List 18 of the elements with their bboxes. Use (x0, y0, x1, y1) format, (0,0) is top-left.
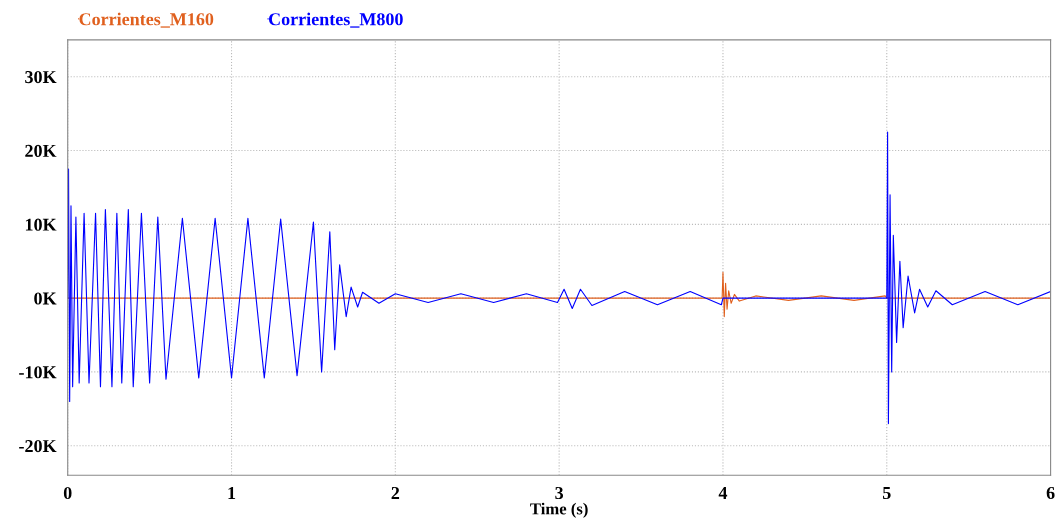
y-tick-label: 30K (25, 70, 57, 84)
x-tick-label: 6 (1046, 486, 1055, 500)
legend-label: Corrientes_M160 (79, 12, 214, 28)
x-tick-label: 0 (63, 486, 72, 500)
y-tick-label: 20K (25, 144, 57, 157)
y-tick-label: 0K (34, 292, 57, 305)
x-tick-label: 3 (555, 486, 564, 500)
y-tick-label: -20K (19, 439, 57, 453)
x-axis-title: Time (s) (530, 502, 588, 518)
legend-label: Corrientes_M800 (268, 12, 403, 28)
x-tick-label: 2 (391, 486, 400, 499)
x-tick-label: 4 (718, 487, 728, 499)
x-tick-label: 1 (228, 486, 236, 499)
x-tick-label: 5 (882, 487, 891, 500)
line-series (67, 131, 1051, 425)
y-tick-label: 10K (25, 218, 57, 231)
line-series (67, 271, 1051, 318)
y-tick-label: -10K (19, 366, 57, 379)
